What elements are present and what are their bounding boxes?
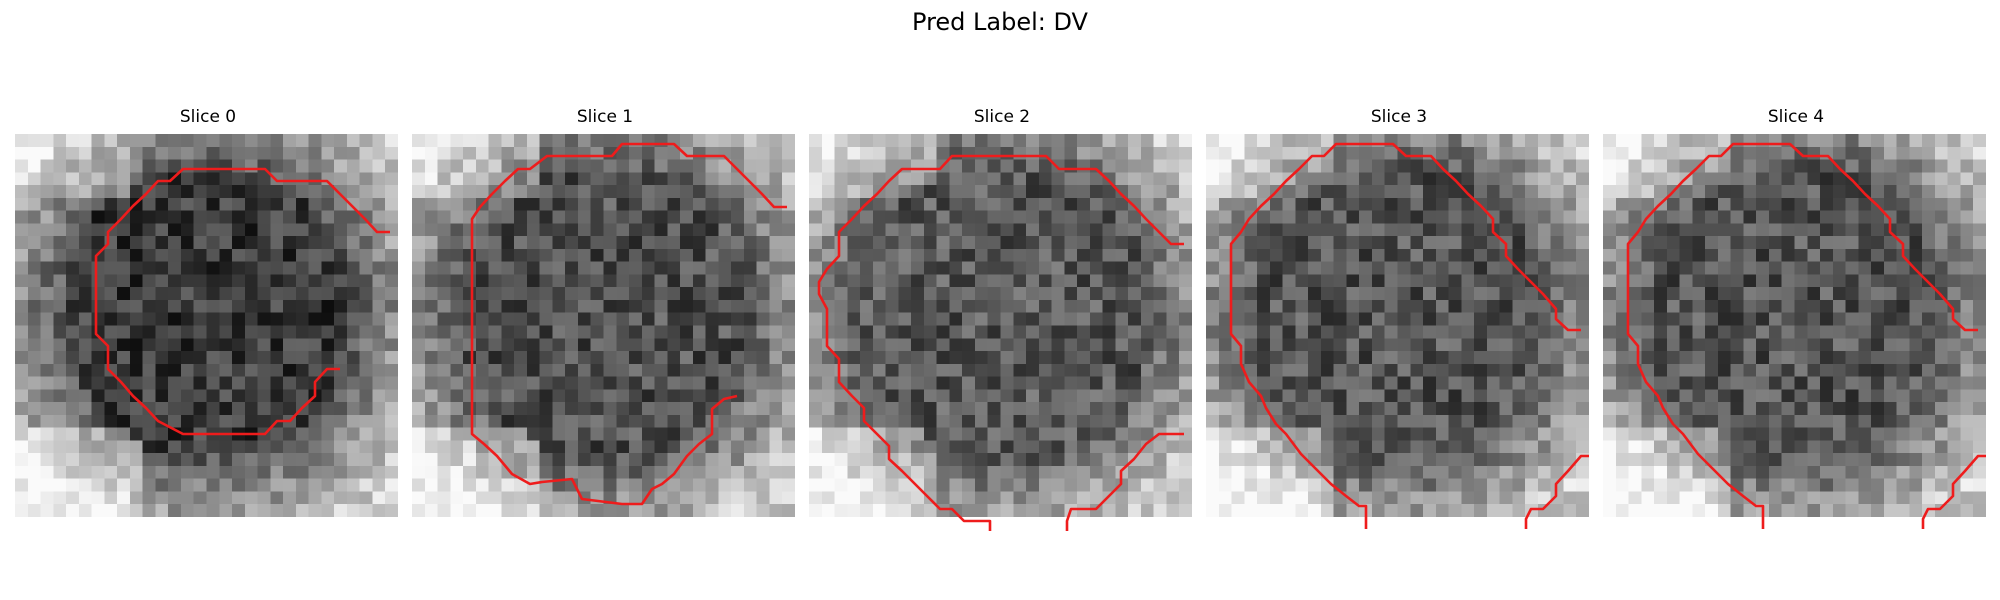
slice-1-image xyxy=(412,134,795,517)
slice-4-title: Slice 4 xyxy=(1767,107,1825,127)
figure-title: Pred Label: DV xyxy=(912,8,1088,36)
slice-3-segmentation-contour xyxy=(1229,142,1589,529)
slice-0-title: Slice 0 xyxy=(179,107,237,127)
slice-1-title: Slice 1 xyxy=(576,107,634,127)
slice-0-image xyxy=(15,134,398,517)
slice-2-segmentation-contour xyxy=(817,154,1184,531)
slice-4-segmentation-contour xyxy=(1626,142,1986,529)
slice-1-segmentation-contour xyxy=(470,142,787,506)
slice-2-title: Slice 2 xyxy=(973,107,1031,127)
slice-3-title: Slice 3 xyxy=(1370,107,1428,127)
slice-0-segmentation-contour xyxy=(94,167,390,436)
